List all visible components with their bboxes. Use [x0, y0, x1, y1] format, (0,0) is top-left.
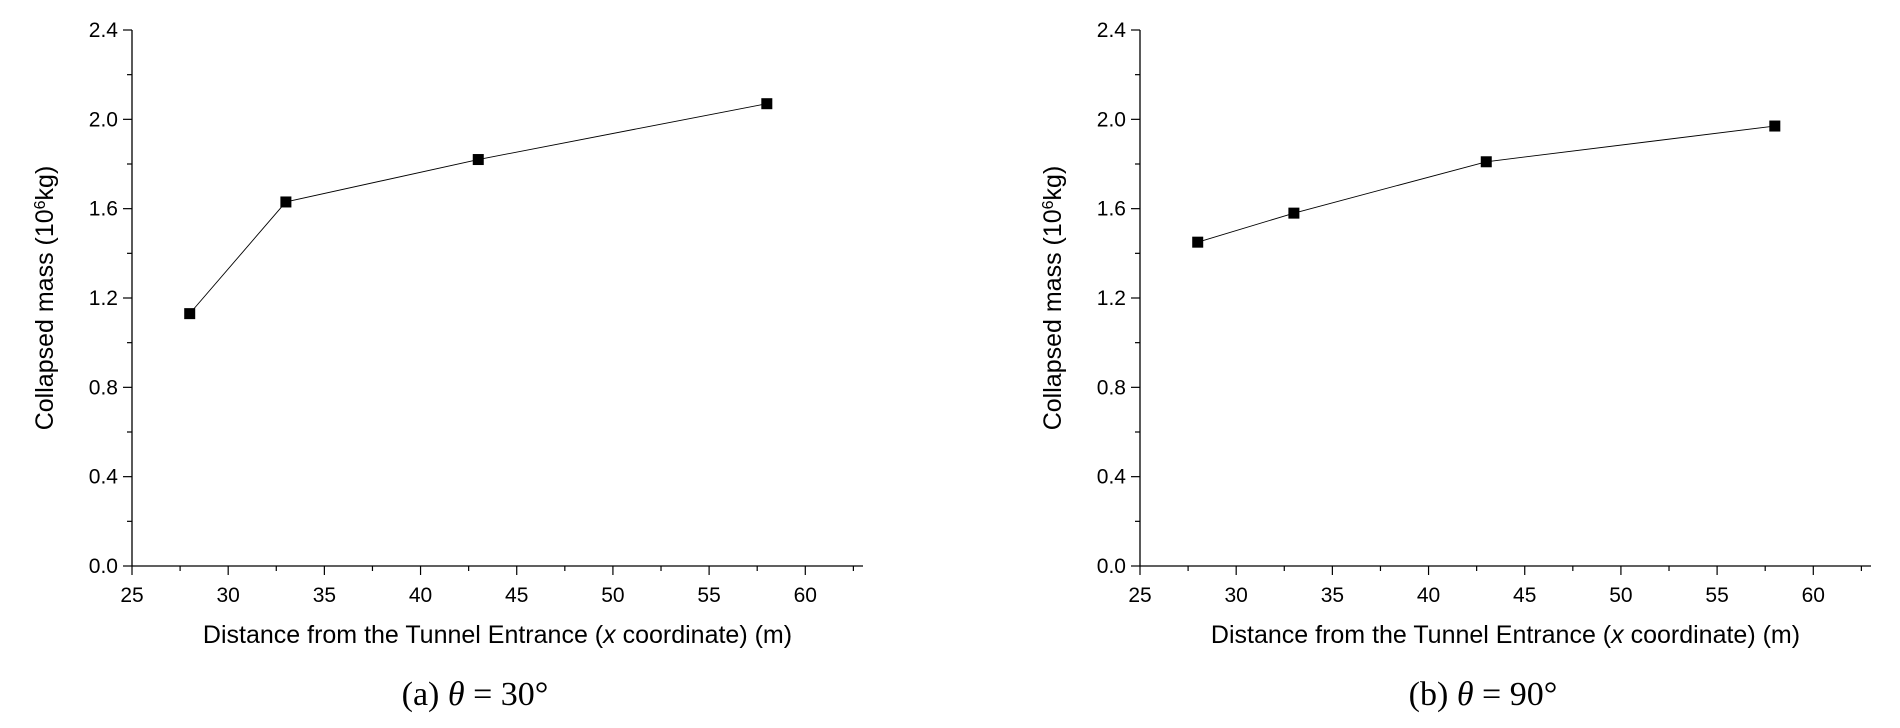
y-tick-label-b: 2.4 [1097, 19, 1127, 42]
x-axis-label-b: Distance from the Tunnel Entrance (x coo… [1211, 621, 1800, 649]
y-tick-label-a: 0.4 [89, 466, 119, 489]
chart-a-svg: 25 30 35 40 45 50 55 60 0.0 0.4 0.8 1.2 1.6 2.0 2.4 Dis… [31, 19, 863, 649]
series-line-b [1197, 125, 1775, 243]
x-tick-label-a: 30 [217, 584, 240, 607]
series-line-a [189, 103, 767, 314]
data-point-b [1769, 120, 1781, 132]
y-tick-label-b: 0.0 [1097, 555, 1126, 578]
x-tick-label-b: 55 [1705, 584, 1728, 607]
y-tick-label-b: 1.6 [1097, 198, 1126, 221]
x-tick-label-a: 35 [313, 584, 336, 607]
x-tick-label-a: 60 [794, 584, 817, 607]
y-tick-label-b: 1.2 [1097, 287, 1126, 310]
caption-a-prefix: (a) [401, 676, 448, 713]
x-axis-label-a: Distance from the Tunnel Entrance (x coo… [203, 621, 792, 649]
x-tick-label-a: 55 [697, 584, 720, 607]
x-tick-label-b: 40 [1417, 584, 1440, 607]
y-axis-label-b: Collapsed mass (106kg) [1039, 166, 1067, 431]
x-tick-label-b: 25 [1128, 584, 1151, 607]
y-tick-label-a: 2.4 [89, 19, 119, 42]
data-point-b [1192, 236, 1204, 248]
caption-b-rest: = 90° [1473, 676, 1558, 713]
data-point-a [280, 196, 292, 208]
caption-a: (a) θ = 30° [0, 676, 950, 714]
data-point-a [472, 154, 484, 166]
x-tick-label-a: 50 [601, 584, 624, 607]
caption-b-theta: θ [1456, 676, 1474, 713]
y-tick-label-a: 0.0 [89, 555, 118, 578]
x-tick-label-b: 35 [1321, 584, 1344, 607]
y-tick-label-a: 2.0 [89, 108, 118, 131]
y-tick-label-a: 1.2 [89, 287, 118, 310]
caption-a-theta: θ [447, 676, 465, 713]
data-point-a [761, 98, 773, 110]
caption-b: (b) θ = 90° [1008, 676, 1900, 714]
data-point-b [1480, 156, 1492, 168]
caption-a-rest: = 30° [464, 676, 549, 713]
chart-b-svg: 25 30 35 40 45 50 55 60 0.0 0.4 0.8 1.2 1.6 2.0 2.4 Dis… [1039, 19, 1871, 649]
x-tick-label-b: 50 [1609, 584, 1632, 607]
y-tick-label-b: 0.4 [1097, 466, 1127, 489]
chart-panel-b: 25 30 35 40 45 50 55 60 0.0 0.4 0.8 1.2 1.6 2.0 2.4 Dis… [1008, 0, 1900, 728]
data-point-a [184, 308, 196, 320]
y-tick-label-b: 2.0 [1097, 108, 1126, 131]
x-tick-label-a: 45 [505, 584, 528, 607]
y-tick-label-a: 1.6 [89, 198, 118, 221]
data-point-b [1288, 207, 1300, 219]
y-axis-label-a: Collapsed mass (106kg) [31, 166, 59, 431]
chart-panel-a: 25 30 35 40 45 50 55 60 0.0 0.4 0.8 1.2 1.6 2.0 2.4 Dis… [0, 19, 950, 714]
y-tick-label-a: 0.8 [89, 376, 118, 399]
caption-b-prefix: (b) [1408, 676, 1457, 713]
x-tick-label-b: 45 [1513, 584, 1536, 607]
x-tick-label-a: 25 [120, 584, 143, 607]
x-tick-label-a: 40 [409, 584, 432, 607]
x-tick-label-b: 60 [1802, 584, 1825, 607]
y-tick-label-b: 0.8 [1097, 376, 1126, 399]
x-tick-label-b: 30 [1225, 584, 1248, 607]
